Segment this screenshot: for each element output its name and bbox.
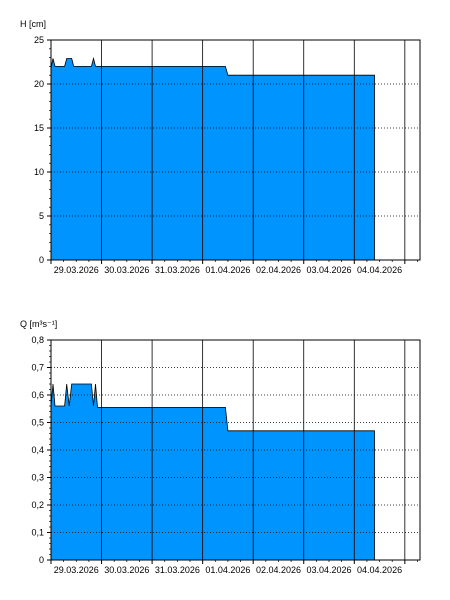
- y-tick-label: 0,5: [31, 418, 44, 428]
- x-tick-label: 01.04.2026: [205, 565, 250, 575]
- y-tick-label: 0,1: [31, 528, 44, 538]
- x-tick-label: 02.04.2026: [256, 265, 301, 275]
- series-area: [50, 383, 375, 561]
- x-tick-label: 30.03.2026: [104, 265, 149, 275]
- y-tick-label: 0,6: [31, 390, 44, 400]
- x-tick-label: 29.03.2026: [54, 265, 99, 275]
- x-tick-label: 31.03.2026: [155, 565, 200, 575]
- x-tick-label: 29.03.2026: [54, 565, 99, 575]
- x-tick-label: 03.04.2026: [306, 265, 351, 275]
- y-tick-label: 0,4: [31, 445, 44, 455]
- y-axis-title: Q [m³s⁻¹]: [20, 319, 57, 329]
- y-tick-label: 0,8: [31, 335, 44, 345]
- x-tick-label: 03.04.2026: [306, 565, 351, 575]
- y-tick-label: 5: [39, 211, 44, 221]
- y-tick-label: 25: [34, 35, 44, 45]
- plot-frame: [50, 39, 421, 261]
- y-axis-title: H [cm]: [20, 19, 46, 29]
- x-tick-label: 04.04.2026: [357, 265, 402, 275]
- y-tick-label: 15: [34, 123, 44, 133]
- y-tick-label: 0,3: [31, 473, 44, 483]
- y-tick-label: 0: [39, 255, 44, 265]
- x-tick-label: 30.03.2026: [104, 565, 149, 575]
- y-tick-label: 0: [39, 555, 44, 565]
- y-tick-label: 20: [34, 79, 44, 89]
- chart-1: 0 5 10 15 20 25 29.03.2026 30.03.2026 31.03.2026…: [20, 19, 421, 275]
- x-tick-label: 02.04.2026: [256, 565, 301, 575]
- y-tick-label: 10: [34, 167, 44, 177]
- x-tick-label: 04.04.2026: [357, 565, 402, 575]
- x-tick-label: 31.03.2026: [155, 265, 200, 275]
- y-tick-label: 0,2: [31, 500, 44, 510]
- y-tick-label: 0,7: [31, 363, 44, 373]
- series-area: [50, 56, 375, 261]
- x-tick-label: 01.04.2026: [205, 265, 250, 275]
- chart-2: 0 0,1 0,2 0,3 0,4 0,5 0,6 0,7 0,8 29.03.2026 30.03…: [20, 319, 421, 575]
